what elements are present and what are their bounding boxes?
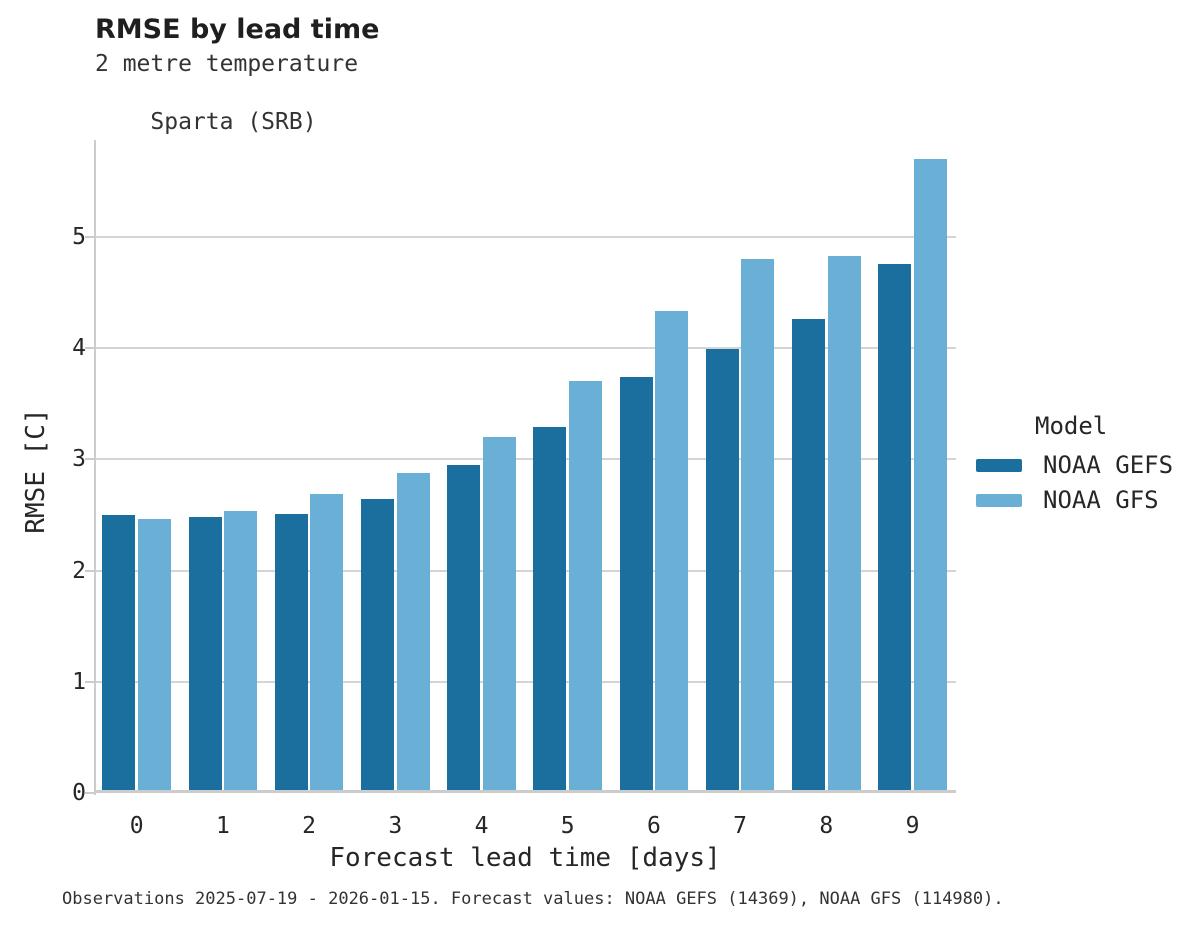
x-tick-label-4: 4 xyxy=(474,813,489,839)
y-tick-label-5: 5 xyxy=(72,223,86,250)
legend-swatch-noaa-gefs xyxy=(976,458,1022,472)
y-tick-label-4: 4 xyxy=(72,335,86,362)
legend-label-noaa-gfs: NOAA GFS xyxy=(1043,486,1159,514)
gridline-y-5 xyxy=(94,235,956,238)
bar-noaa-gefs-lead-4 xyxy=(447,465,481,790)
x-tick-label-1: 1 xyxy=(215,813,230,839)
x-axis-label: Forecast lead time [days] xyxy=(329,843,721,873)
y-tick-mark-1 xyxy=(85,680,94,683)
x-axis-spine xyxy=(94,790,956,793)
bar-noaa-gfs-lead-3 xyxy=(396,472,430,790)
x-tick-label-9: 9 xyxy=(905,813,920,839)
x-tick-label-5: 5 xyxy=(560,813,575,839)
x-tick-label-8: 8 xyxy=(819,813,834,839)
bar-noaa-gefs-lead-1 xyxy=(188,517,222,790)
bar-noaa-gefs-lead-7 xyxy=(705,349,739,790)
x-tick-label-6: 6 xyxy=(646,813,661,839)
bar-noaa-gefs-lead-6 xyxy=(619,377,653,790)
footnote: Observations 2025-07-19 - 2026-01-15. Fo… xyxy=(62,889,1004,909)
legend: Model NOAA GEFS NOAA GFS xyxy=(976,412,1173,524)
legend-rows: NOAA GEFS NOAA GFS xyxy=(976,451,1174,514)
x-tick-label-7: 7 xyxy=(733,813,748,839)
legend-label-noaa-gefs: NOAA GEFS xyxy=(1043,451,1174,479)
chart-subtitle: 2 metre temperature Sparta (SRB) xyxy=(95,50,358,166)
chart-title: RMSE by lead time xyxy=(95,14,380,45)
gridline-y-1 xyxy=(94,680,956,683)
legend-swatch-noaa-gfs xyxy=(976,493,1022,507)
x-tick-label-0: 0 xyxy=(129,813,144,839)
y-tick-label-2: 2 xyxy=(72,557,86,584)
gridline-y-4 xyxy=(94,347,956,350)
chart-subtitle-line1: 2 metre temperature xyxy=(95,51,359,77)
bar-noaa-gfs-lead-8 xyxy=(827,256,861,790)
y-axis-spine xyxy=(94,140,96,795)
y-tick-mark-2 xyxy=(85,569,94,572)
x-tick-label-2: 2 xyxy=(302,813,317,839)
bar-noaa-gefs-lead-0 xyxy=(102,515,136,790)
bar-noaa-gfs-lead-4 xyxy=(482,437,516,790)
plot-area: 0 1 2 3 4 5 0 1 2 3 4 5 6 7 8 9 xyxy=(72,140,956,839)
chart-subtitle-line2: Sparta (SRB) xyxy=(150,109,317,135)
bar-noaa-gfs-lead-0 xyxy=(137,518,171,790)
y-tick-mark-4 xyxy=(85,347,94,350)
bar-noaa-gfs-lead-2 xyxy=(310,494,344,790)
y-tick-label-0: 0 xyxy=(72,780,86,806)
y-tick-mark-3 xyxy=(85,458,94,461)
gridline-y-2 xyxy=(94,569,956,572)
bar-noaa-gfs-lead-9 xyxy=(913,159,947,790)
bar-noaa-gefs-lead-3 xyxy=(361,498,395,790)
bar-noaa-gefs-lead-2 xyxy=(274,514,308,790)
bar-noaa-gfs-lead-6 xyxy=(655,310,689,790)
x-tick-label-3: 3 xyxy=(388,813,403,839)
legend-title: Model xyxy=(1035,412,1108,440)
bar-noaa-gefs-lead-5 xyxy=(533,427,567,790)
bar-noaa-gefs-lead-8 xyxy=(792,319,826,790)
gridline-y-3 xyxy=(94,458,956,461)
y-tick-mark-0 xyxy=(85,792,94,794)
bar-noaa-gfs-lead-5 xyxy=(568,380,602,790)
bar-noaa-gefs-lead-9 xyxy=(878,263,912,790)
bar-noaa-gfs-lead-7 xyxy=(741,259,775,790)
legend-item-noaa-gefs: NOAA GEFS xyxy=(976,451,1174,479)
y-tick-mark-5 xyxy=(85,235,94,238)
bar-noaa-gfs-lead-1 xyxy=(224,510,258,790)
y-tick-label-1: 1 xyxy=(72,668,86,695)
legend-item-noaa-gfs: NOAA GFS xyxy=(976,486,1173,514)
y-tick-label-3: 3 xyxy=(72,446,86,473)
